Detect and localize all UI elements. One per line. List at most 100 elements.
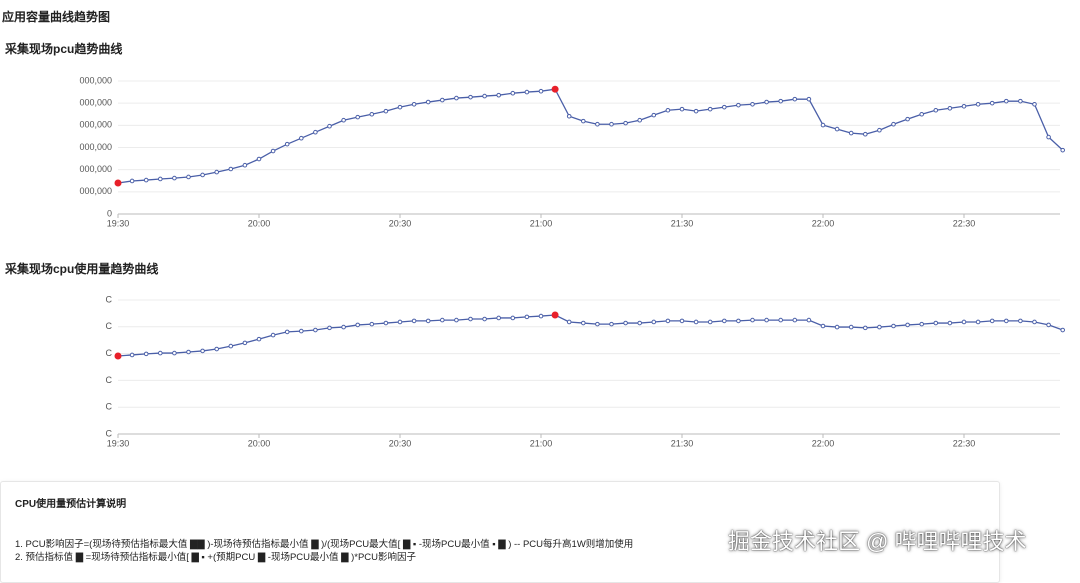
y-tick-label: C	[106, 294, 113, 304]
data-point	[792, 317, 798, 323]
data-point	[510, 315, 516, 321]
data-point	[707, 106, 713, 112]
data-point	[933, 320, 939, 326]
data-point	[143, 351, 149, 357]
data-point	[947, 320, 953, 326]
data-point	[877, 127, 882, 133]
data-point	[820, 122, 826, 128]
page: 应用容量曲线趋势图 采集现场pcu趋势曲线 采集现场cpu使用量趋势曲线 0 00…	[0, 9, 1065, 583]
y-tick-label: 000,000	[79, 142, 112, 152]
highlight-point	[551, 311, 559, 319]
watermark: 掘金技术社区 @ 哔哩哔哩技术	[728, 529, 1027, 554]
data-point	[482, 316, 487, 322]
data-point	[891, 323, 896, 329]
data-point	[764, 317, 769, 323]
x-tick-label: 21:00	[530, 438, 553, 448]
x-tick-label: 20:30	[389, 218, 412, 228]
y-tick-label: 000,000	[79, 164, 112, 174]
data-point	[778, 98, 784, 104]
data-point	[1018, 318, 1023, 324]
data-point	[764, 99, 769, 105]
data-point	[397, 319, 403, 325]
data-point	[651, 112, 657, 118]
data-point	[806, 317, 812, 323]
data-point	[1046, 134, 1051, 140]
data-point	[722, 104, 727, 110]
data-point	[919, 321, 925, 327]
data-point	[722, 318, 727, 324]
data-point	[665, 107, 671, 113]
highlight-point	[551, 85, 559, 93]
data-point	[228, 166, 234, 172]
data-point	[454, 95, 459, 101]
data-point	[989, 318, 995, 324]
data-point	[750, 317, 755, 323]
data-point	[623, 120, 628, 126]
data-point	[411, 318, 417, 324]
data-point	[186, 349, 191, 355]
data-point	[425, 318, 431, 324]
data-point	[256, 156, 262, 162]
data-point	[341, 117, 346, 123]
data-point	[834, 126, 840, 132]
data-point	[693, 108, 699, 114]
data-point	[736, 102, 741, 108]
data-point	[355, 114, 361, 120]
note-title: CPU使用量预估计算说明	[15, 499, 127, 510]
data-point	[581, 320, 586, 326]
x-tick-label: 19:30	[107, 438, 130, 448]
data-point	[693, 319, 699, 325]
data-point	[707, 319, 713, 325]
y-tick-label: 000,000	[79, 75, 112, 85]
data-point	[299, 135, 304, 141]
data-point	[651, 319, 657, 325]
data-point	[468, 316, 473, 322]
data-point	[566, 319, 572, 325]
data-point	[1060, 327, 1065, 333]
data-point	[848, 324, 854, 330]
x-tick-label: 20:00	[248, 438, 271, 448]
data-point	[989, 100, 995, 106]
chart-title: 采集现场pcu趋势曲线	[4, 41, 122, 56]
data-point	[1018, 98, 1023, 104]
data-point	[425, 99, 431, 105]
y-tick-label: 000,000	[79, 186, 112, 196]
data-point	[369, 321, 375, 327]
data-point	[863, 325, 868, 331]
data-point	[524, 314, 530, 320]
data-point	[905, 322, 910, 328]
y-tick-label: C	[106, 428, 113, 438]
data-point	[172, 175, 177, 181]
data-point	[1046, 322, 1051, 328]
data-point	[595, 121, 600, 127]
data-point	[1004, 318, 1009, 324]
data-point	[933, 107, 939, 113]
data-point	[313, 327, 318, 333]
data-point	[496, 315, 502, 321]
x-tick-label: 22:00	[812, 218, 835, 228]
x-tick-label: 22:00	[812, 438, 835, 448]
x-tick-label: 22:30	[953, 218, 976, 228]
data-point	[327, 325, 332, 331]
data-point	[411, 101, 417, 107]
highlight-point	[114, 179, 122, 187]
data-point	[482, 93, 487, 99]
data-point	[961, 319, 967, 325]
x-tick-label: 21:30	[671, 438, 694, 448]
y-tick-label: 000,000	[79, 120, 112, 130]
data-point	[383, 108, 389, 114]
data-point	[214, 346, 219, 352]
data-point	[538, 88, 544, 94]
data-point	[228, 343, 234, 349]
data-point	[200, 172, 205, 178]
data-point	[581, 118, 586, 124]
data-point	[947, 105, 953, 111]
data-point	[566, 113, 572, 119]
data-point	[961, 103, 967, 109]
data-point	[806, 96, 812, 102]
data-point	[158, 350, 163, 356]
data-point	[214, 169, 219, 175]
data-point	[242, 340, 248, 346]
data-point	[905, 116, 910, 122]
x-tick-label: 20:30	[389, 438, 412, 448]
